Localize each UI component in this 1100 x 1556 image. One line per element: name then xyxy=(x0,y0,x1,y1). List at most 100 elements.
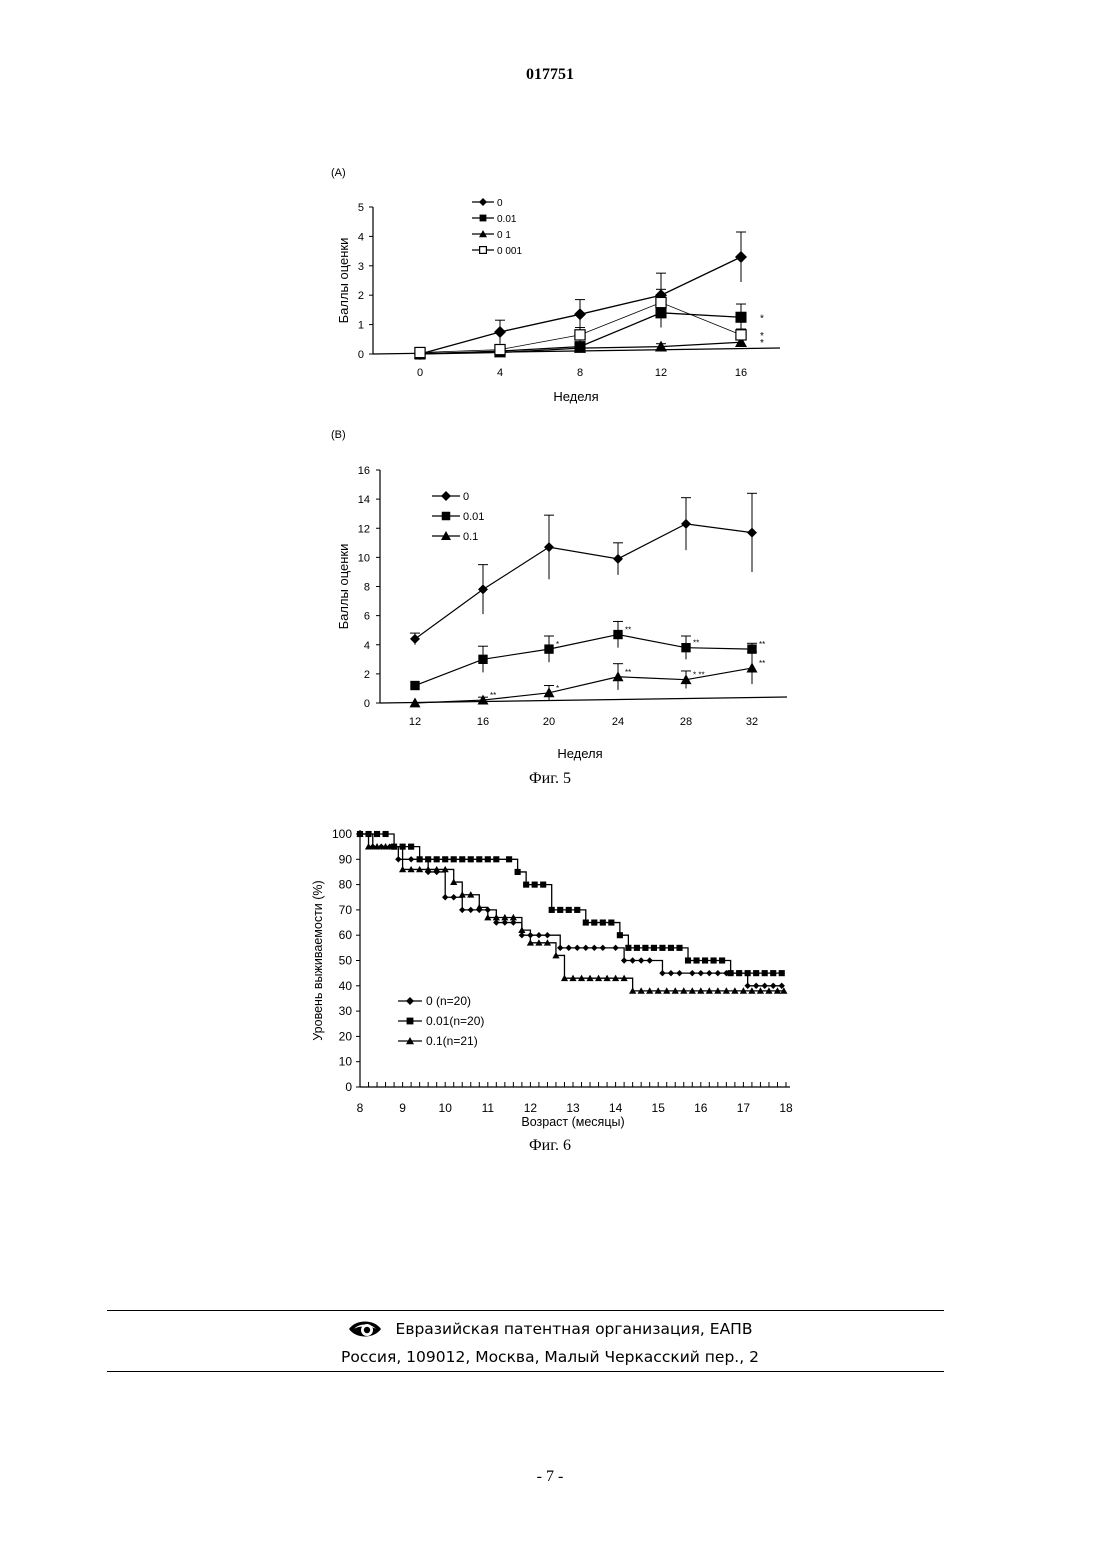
data-point xyxy=(638,957,644,963)
series-1: 0.01(n=20) xyxy=(357,831,785,1028)
data-point xyxy=(693,957,699,963)
data-point xyxy=(468,907,474,913)
data-point xyxy=(544,932,550,938)
data-point xyxy=(395,856,401,862)
x-tick-label: 14 xyxy=(609,1101,623,1115)
y-tick-label: 0 xyxy=(364,698,370,710)
figure-6-caption: Фиг. 6 xyxy=(0,1137,1100,1155)
legend-marker xyxy=(480,247,487,254)
y-tick-label: 0 xyxy=(358,349,364,361)
significance-label: * xyxy=(556,684,559,693)
data-point xyxy=(459,907,465,913)
y-tick-label: 14 xyxy=(358,494,370,506)
legend-marker xyxy=(480,215,487,222)
chart-fig5b: (B)0246810121416121620242832НеделяБаллы … xyxy=(331,429,787,761)
data-point xyxy=(685,957,691,963)
legend-label: 0.1 xyxy=(463,531,478,543)
series-1: *0.01 xyxy=(414,214,764,360)
data-point xyxy=(408,856,414,862)
series-2: ****** ****0.1 xyxy=(410,531,766,707)
data-point xyxy=(523,882,529,888)
data-point xyxy=(659,945,665,951)
x-tick-label: 12 xyxy=(524,1101,538,1115)
data-point xyxy=(762,970,768,976)
data-point xyxy=(442,894,448,900)
data-point xyxy=(451,894,457,900)
data-point xyxy=(745,970,751,976)
legend-label: 0 001 xyxy=(497,246,522,257)
data-point xyxy=(747,663,758,673)
significance-label: * xyxy=(556,640,559,649)
data-point xyxy=(625,945,631,951)
y-tick-label: 2 xyxy=(364,669,370,681)
y-tick-label: 100 xyxy=(332,827,352,841)
document-number: 017751 xyxy=(0,66,1100,84)
significance-label: ** xyxy=(759,640,765,649)
data-point xyxy=(591,945,597,951)
data-point xyxy=(676,970,682,976)
data-point xyxy=(493,856,499,862)
legend-marker xyxy=(441,491,451,501)
data-point xyxy=(634,945,640,951)
data-point xyxy=(494,326,506,338)
x-axis-label: Неделя xyxy=(553,389,598,404)
data-point xyxy=(676,945,682,951)
footer-rule-top xyxy=(107,1310,944,1311)
data-point xyxy=(681,519,691,529)
series-2: *0 1 xyxy=(414,230,764,359)
data-point xyxy=(736,330,746,340)
x-tick-label: 15 xyxy=(652,1101,666,1115)
data-point xyxy=(532,882,538,888)
figure-5-caption: Фиг. 5 xyxy=(0,770,1100,788)
data-point xyxy=(659,970,665,976)
data-point xyxy=(600,945,606,951)
x-tick-label: 17 xyxy=(737,1101,751,1115)
footer-org-text: Евразийская патентная организация, ЕАПВ xyxy=(396,1320,753,1338)
data-point xyxy=(410,634,420,644)
data-point xyxy=(574,308,586,320)
x-tick-label: 9 xyxy=(399,1101,406,1115)
data-point xyxy=(410,681,419,690)
x-tick-label: 16 xyxy=(477,716,489,728)
legend-marker xyxy=(479,198,487,206)
data-point xyxy=(408,844,414,850)
data-point xyxy=(478,584,488,594)
data-point xyxy=(415,347,425,357)
data-point xyxy=(574,945,580,951)
data-point xyxy=(779,970,785,976)
data-point xyxy=(642,945,648,951)
figure-6: 0102030405060708090100891011121314151617… xyxy=(0,815,1100,1135)
data-point xyxy=(478,655,487,664)
data-point xyxy=(459,856,465,862)
x-axis-label: Неделя xyxy=(557,746,602,761)
data-point xyxy=(621,957,627,963)
data-point xyxy=(681,643,690,652)
data-point xyxy=(374,831,380,837)
data-point xyxy=(656,297,666,307)
series-2: 0.1(n=21) xyxy=(356,830,787,1048)
x-tick-label: 13 xyxy=(566,1101,580,1115)
data-point xyxy=(451,856,457,862)
y-axis-label: Баллы оценки xyxy=(336,544,351,630)
legend-label: 0.01 xyxy=(497,214,517,225)
y-tick-label: 8 xyxy=(364,582,370,594)
y-tick-label: 70 xyxy=(339,903,353,917)
y-tick-label: 3 xyxy=(358,261,364,273)
data-point xyxy=(612,945,618,951)
legend-label: 0 xyxy=(497,198,503,209)
significance-label: ** xyxy=(490,691,496,700)
legend-marker xyxy=(442,512,451,521)
x-tick-label: 8 xyxy=(577,367,583,379)
y-tick-label: 2 xyxy=(358,290,364,302)
data-point xyxy=(583,919,589,925)
data-point xyxy=(744,983,750,989)
data-point xyxy=(617,932,623,938)
data-point xyxy=(753,970,759,976)
significance-label: ** xyxy=(625,668,631,677)
data-point xyxy=(557,945,563,951)
y-tick-label: 50 xyxy=(339,954,353,968)
significance-label: ** xyxy=(625,626,631,635)
series-line xyxy=(360,834,784,991)
data-point xyxy=(566,907,572,913)
data-point xyxy=(651,945,657,951)
